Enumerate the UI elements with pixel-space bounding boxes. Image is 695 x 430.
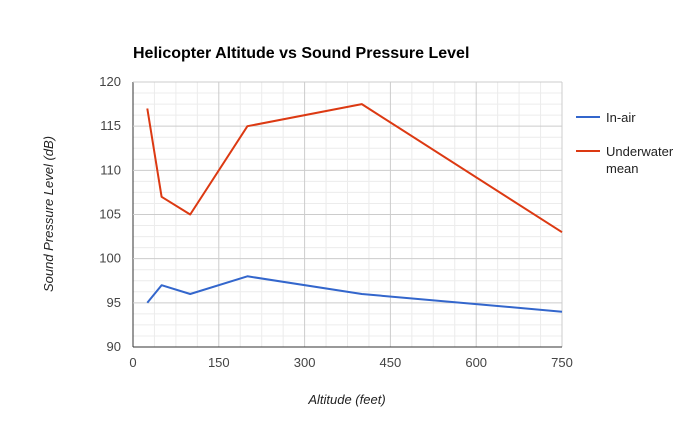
y-tick-label: 90 [107, 339, 121, 354]
legend: In-air Underwater mean [576, 110, 674, 176]
x-tick-label: 600 [465, 355, 487, 370]
y-tick-label: 110 [100, 162, 121, 177]
legend-label-2: Underwater [606, 144, 674, 159]
y-tick-label: 120 [99, 74, 121, 89]
y-tick-label: 100 [99, 251, 121, 266]
chart-title: Helicopter Altitude vs Sound Pressure Le… [133, 45, 469, 62]
x-tick-label: 150 [208, 355, 230, 370]
tick-labels: 0 150 300 450 600 750 90 95 100 105 110 115 120 [99, 74, 573, 370]
legend-label-2: mean [606, 161, 639, 176]
x-tick-label: 750 [551, 355, 573, 370]
y-tick-label: 105 [99, 207, 121, 222]
series-line-2 [146, 103, 563, 234]
x-axis-label: Altitude (feet) [307, 392, 385, 407]
x-tick-label: 0 [129, 355, 136, 370]
y-axis-label: Sound Pressure Level (dB) [41, 136, 56, 292]
series-line-1 [146, 275, 563, 313]
series-layer [146, 103, 563, 313]
y-tick-label: 115 [100, 118, 121, 133]
x-tick-label: 300 [294, 355, 316, 370]
legend-label-1: In-air [606, 110, 636, 125]
x-tick-label: 450 [380, 355, 402, 370]
major-gridlines [132, 81, 563, 348]
y-tick-label: 95 [107, 295, 121, 310]
